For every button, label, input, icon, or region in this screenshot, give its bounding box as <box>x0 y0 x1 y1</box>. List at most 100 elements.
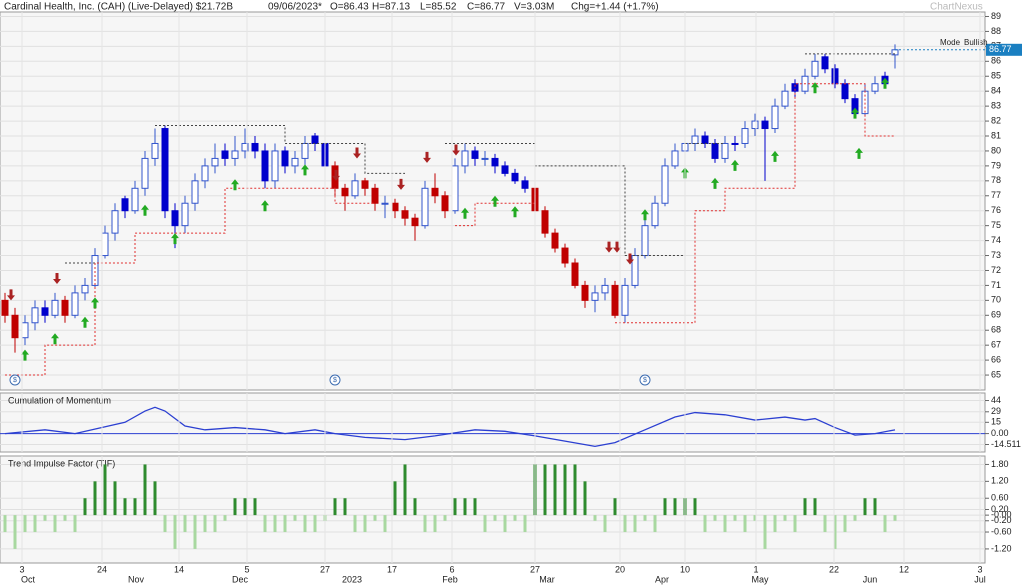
candle-body <box>21 322 29 339</box>
candle-body <box>641 225 649 257</box>
y-tick-label: 78 <box>991 175 1001 185</box>
tif-bar <box>373 515 377 521</box>
tif-bar <box>693 498 697 516</box>
y-tick-label: 1.20 <box>991 476 1009 486</box>
x-tick-label: 27 <box>530 564 540 574</box>
candle-body <box>401 210 409 219</box>
y-tick-label: 84 <box>991 86 1001 96</box>
y-tick-label: -0.00 <box>991 510 1012 520</box>
y-tick-label: 73 <box>991 250 1001 260</box>
candle-body <box>461 150 469 167</box>
candle-body <box>821 56 829 70</box>
buy-arrow <box>811 82 819 94</box>
candle-body <box>701 135 709 144</box>
candle-body <box>151 142 159 159</box>
tif-bar <box>573 464 577 516</box>
tif-bar <box>303 515 307 533</box>
mode-value: Bullish <box>964 38 988 47</box>
candle-body <box>481 157 489 160</box>
x-tick-label: 27 <box>320 564 330 574</box>
candle-body <box>291 157 299 167</box>
buy-arrow <box>711 177 719 189</box>
stop-line <box>5 83 895 376</box>
tif-bar <box>483 515 487 533</box>
candle-body <box>1 299 9 316</box>
tif-bar <box>623 515 627 533</box>
mode-label: Mode <box>940 38 961 47</box>
low-value: L=85.52 <box>420 2 457 13</box>
month-label: Nov <box>128 574 145 584</box>
candle-body <box>761 120 769 130</box>
candle-body <box>451 165 459 212</box>
tif-bar <box>183 515 187 533</box>
tif-bar <box>503 515 507 533</box>
tif-bar <box>93 481 97 516</box>
tif-bar <box>353 515 357 533</box>
y-tick-label: 86 <box>991 56 1001 66</box>
sell-arrow <box>452 144 460 156</box>
candle-body <box>211 157 219 167</box>
candle-body <box>111 210 119 234</box>
tif-bar <box>613 498 617 516</box>
tif-bar <box>653 515 657 533</box>
tif-bar <box>313 515 317 533</box>
tif-bar <box>363 515 367 533</box>
dividend-icon <box>9 374 21 386</box>
candle-body <box>141 157 149 189</box>
month-label: 2023 <box>342 574 362 584</box>
tif-bar <box>113 481 117 516</box>
tif-bar <box>603 515 607 533</box>
tif-bar <box>563 464 567 516</box>
tif-bar <box>843 515 847 533</box>
last-price-box <box>986 43 1022 56</box>
candle-body <box>721 142 729 159</box>
tif-bar <box>133 498 137 516</box>
tif-bar <box>883 515 887 533</box>
tif-bar <box>163 515 167 533</box>
dividend-icon <box>329 374 341 386</box>
candle-body <box>631 255 639 286</box>
last-price-label: 86.77 <box>989 44 1012 54</box>
tif-bar <box>433 515 437 533</box>
x-tick-label: 17 <box>387 564 397 574</box>
tif-bar <box>3 515 7 533</box>
tif-bar <box>403 464 407 516</box>
candle-body <box>711 142 719 159</box>
month-label: May <box>751 574 769 584</box>
candle-body <box>271 150 279 182</box>
candle-body <box>91 255 99 286</box>
tif-bar <box>343 498 347 516</box>
tif-bar <box>413 498 417 516</box>
tif-bar <box>833 515 837 549</box>
x-tick-label: 10 <box>680 564 690 574</box>
tif-bar <box>633 515 637 533</box>
tif-bar <box>383 515 387 533</box>
candle-body <box>571 262 579 286</box>
tif-bar <box>203 515 207 533</box>
candle-body <box>361 180 369 189</box>
buy-arrow <box>51 333 59 345</box>
tif-bar <box>73 515 77 533</box>
sell-arrow <box>613 241 621 253</box>
dividend-label: $ <box>333 377 337 384</box>
tif-bar <box>103 464 107 516</box>
tif-bar <box>213 515 217 533</box>
candle-body <box>871 83 879 92</box>
dividend-label: $ <box>643 377 647 384</box>
candle-body <box>741 128 749 144</box>
y-tick-label: 79 <box>991 160 1001 170</box>
tif-bar <box>63 515 67 521</box>
candle-body <box>561 247 569 264</box>
tif-bar <box>53 515 57 533</box>
candle-body <box>791 83 799 92</box>
month-label: Feb <box>442 574 458 584</box>
buy-arrow <box>641 209 649 221</box>
candle-body <box>31 307 39 324</box>
tif-bar <box>173 515 177 549</box>
candle-body <box>841 83 849 100</box>
candle-body <box>241 142 249 152</box>
tif-bar <box>703 515 707 533</box>
candle-body <box>601 284 609 294</box>
tif-bar <box>583 481 587 516</box>
volume-value: V=3.03M <box>514 2 554 13</box>
